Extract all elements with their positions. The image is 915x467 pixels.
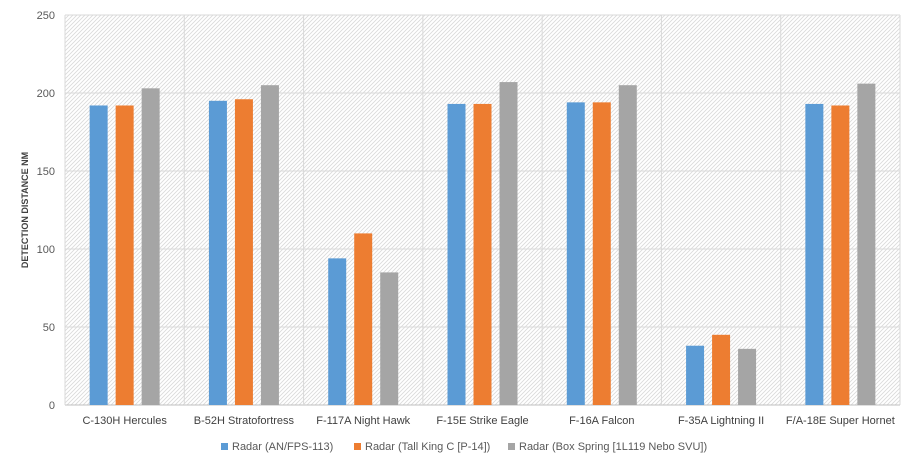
- bar: [141, 88, 160, 405]
- bar: [592, 102, 611, 406]
- bar: [380, 272, 399, 405]
- bar: [805, 103, 824, 406]
- bar: [566, 102, 585, 406]
- bar: [89, 105, 108, 405]
- y-tick-label: 50: [43, 322, 55, 334]
- x-category-label: B-52H Stratofortress: [194, 415, 295, 427]
- bar: [857, 83, 876, 405]
- legend-label: Radar (Box Spring [1L119 Nebo SVU]): [519, 441, 707, 453]
- y-axis-label: DETECTION DISTANCE NM: [20, 152, 30, 268]
- x-category-label: F/A-18E Super Hornet: [786, 415, 895, 427]
- x-axis-categories: C-130H Hercules B-52H Stratofortress F-117…: [82, 415, 894, 427]
- legend-swatch: [221, 443, 228, 450]
- x-category-label: F-117A Night Hawk: [316, 415, 410, 427]
- bar: [738, 348, 757, 405]
- bars-layer: [89, 82, 876, 406]
- x-category-label: F-15E Strike Eagle: [436, 415, 528, 427]
- legend-swatch: [508, 443, 515, 450]
- y-tick-label: 250: [37, 10, 55, 22]
- bar: [473, 103, 492, 406]
- legend-label: Radar (AN/FPS-113): [232, 441, 333, 453]
- bar: [447, 103, 466, 406]
- y-tick-label: 200: [37, 88, 55, 100]
- y-tick-label: 0: [49, 400, 55, 412]
- x-category-label: C-130H Hercules: [82, 415, 167, 427]
- y-tick-label: 150: [37, 166, 55, 178]
- x-category-label: F-16A Falcon: [569, 415, 634, 427]
- y-tick-label: 100: [37, 244, 55, 256]
- legend: Radar (AN/FPS-113) Radar (Tall King C [P-…: [221, 441, 707, 453]
- bar: [234, 99, 253, 406]
- bar: [831, 105, 850, 405]
- bar: [354, 233, 373, 405]
- x-category-label: F-35A Lightning II: [678, 415, 764, 427]
- y-axis-ticks: 0 50 100 150 200 250: [37, 10, 55, 412]
- bar: [115, 105, 134, 405]
- bar: [686, 345, 705, 405]
- bar: [328, 258, 347, 405]
- bar: [618, 85, 637, 405]
- bar: [260, 85, 279, 405]
- bar: [712, 334, 731, 405]
- legend-swatch: [354, 443, 361, 450]
- legend-label: Radar (Tall King C [P-14]): [365, 441, 490, 453]
- bar: [499, 82, 518, 405]
- bar: [208, 100, 227, 406]
